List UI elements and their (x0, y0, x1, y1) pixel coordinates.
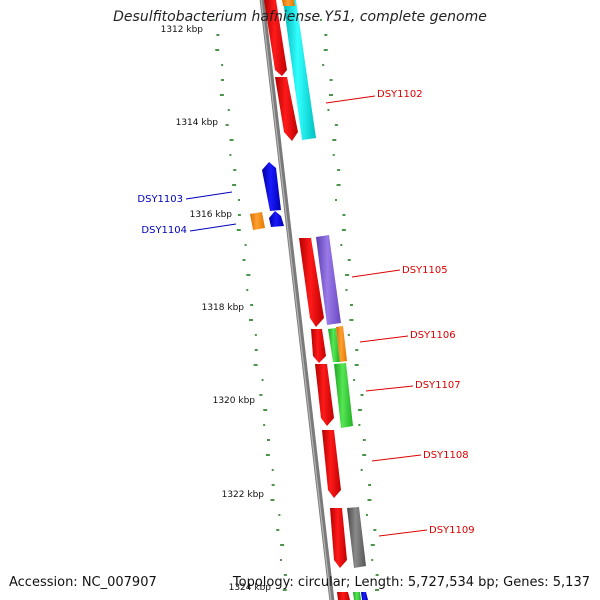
gc-ticks-inner (212, 19, 287, 591)
gene-arrow-green[interactable] (328, 328, 340, 362)
gene-label-dsy1102[interactable]: DSY1102 (377, 89, 423, 100)
kbp-label: 1314 kbp (176, 118, 219, 128)
reverse-strand-genes (250, 162, 284, 230)
gene-arrow-forward[interactable] (322, 430, 341, 498)
gene-arrow-forward[interactable] (275, 77, 298, 141)
topology-text: Topology: circular; Length: 5,727,534 bp… (232, 575, 590, 590)
map-title: Desulfitobacterium hafniense Y51, comple… (113, 9, 487, 25)
genome-backbone (259, 0, 335, 600)
gene-arrow-cyan[interactable] (283, 0, 316, 140)
gene-labels: DSY1102 DSY1103 DSY1104 DSY1105 DSY1106 … (137, 89, 474, 536)
gene-arrow-orange-small[interactable] (250, 212, 265, 230)
gene-label-dsy1106[interactable]: DSY1106 (410, 330, 456, 341)
gene-arrow-green[interactable] (334, 363, 353, 428)
gene-arrow-reverse[interactable] (262, 162, 281, 211)
colored-genes (282, 0, 368, 600)
gene-arrow-reverse[interactable] (269, 211, 284, 227)
gene-label-dsy1105[interactable]: DSY1105 (402, 265, 448, 276)
kbp-label: 1322 kbp (222, 490, 265, 500)
kbp-label: 1324 kbp (229, 583, 272, 593)
gene-label-dsy1104[interactable]: DSY1104 (141, 225, 187, 236)
gene-arrow-forward[interactable] (311, 329, 326, 363)
forward-strand-genes (264, 0, 350, 600)
kbp-label: 1318 kbp (202, 303, 245, 313)
gc-ticks-outer (319, 19, 380, 591)
kbp-labels: 1312 kbp 1314 kbp 1316 kbp 1318 kbp 1320… (161, 25, 272, 593)
kbp-label: 1312 kbp (161, 25, 204, 35)
gene-arrow-gray[interactable] (347, 507, 366, 568)
kbp-label: 1320 kbp (213, 396, 256, 406)
gene-arrow-purple[interactable] (316, 235, 341, 325)
leader-lines (185, 95, 428, 537)
kbp-label: 1316 kbp (190, 210, 233, 220)
gene-label-dsy1107[interactable]: DSY1107 (415, 380, 461, 391)
gene-label-dsy1103[interactable]: DSY1103 (137, 194, 183, 205)
gene-arrow-forward[interactable] (299, 238, 324, 327)
genome-backbone-highlight (260, 0, 332, 600)
gene-arrow-forward[interactable] (315, 364, 334, 426)
gene-arrow-orange[interactable] (336, 326, 347, 362)
gene-arrow-orange[interactable] (282, 0, 295, 6)
gene-arrow-forward[interactable] (337, 592, 350, 600)
gene-arrow-blue[interactable] (361, 592, 368, 600)
gene-arrow-forward[interactable] (330, 508, 347, 568)
gene-arrow-forward[interactable] (264, 0, 287, 76)
accession-text: Accession: NC_007907 (9, 575, 157, 590)
gene-label-dsy1109[interactable]: DSY1109 (429, 525, 475, 536)
gene-label-dsy1108[interactable]: DSY1108 (423, 450, 469, 461)
gene-arrow-green[interactable] (353, 592, 361, 600)
